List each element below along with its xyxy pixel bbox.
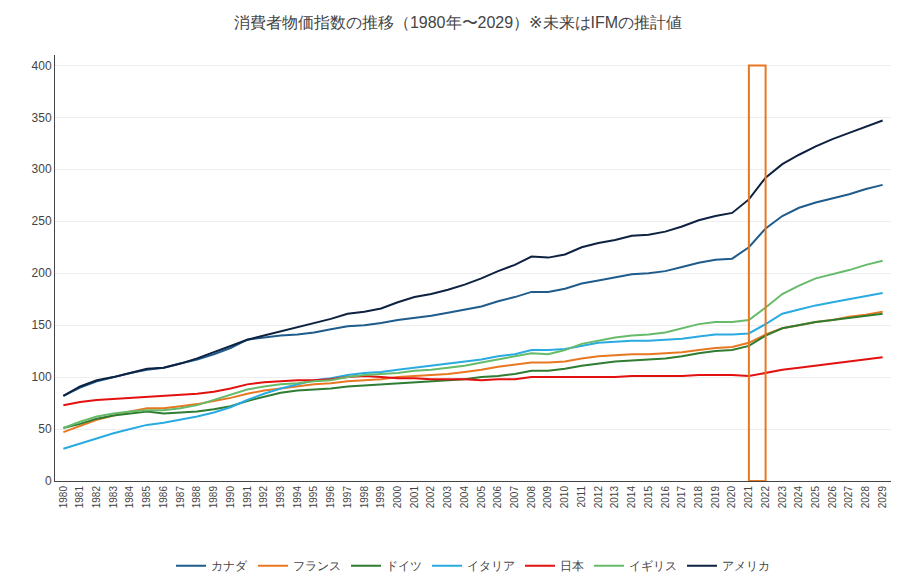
svg-text:400: 400 [32, 59, 52, 73]
svg-text:2001: 2001 [409, 486, 420, 509]
svg-text:2009: 2009 [542, 486, 553, 509]
svg-text:2029: 2029 [877, 486, 888, 509]
svg-text:2015: 2015 [643, 486, 654, 509]
svg-text:2024: 2024 [793, 486, 804, 509]
svg-text:1991: 1991 [242, 486, 253, 509]
svg-text:1983: 1983 [108, 486, 119, 509]
svg-text:2008: 2008 [526, 486, 537, 509]
svg-text:0: 0 [45, 474, 52, 488]
svg-text:200: 200 [32, 266, 52, 280]
svg-text:1996: 1996 [325, 486, 336, 509]
svg-text:50: 50 [38, 422, 52, 436]
svg-text:2004: 2004 [459, 486, 470, 509]
svg-text:2010: 2010 [559, 486, 570, 509]
svg-text:アメリカ: アメリカ [722, 559, 770, 573]
svg-text:2020: 2020 [726, 486, 737, 509]
svg-text:2028: 2028 [860, 486, 871, 509]
svg-text:2016: 2016 [660, 486, 671, 509]
svg-text:日本: 日本 [560, 559, 584, 573]
svg-text:100: 100 [32, 370, 52, 384]
svg-text:フランス: フランス [293, 559, 341, 573]
svg-text:2005: 2005 [476, 486, 487, 509]
svg-text:2002: 2002 [425, 486, 436, 509]
svg-text:2014: 2014 [626, 486, 637, 509]
svg-text:1988: 1988 [191, 486, 202, 509]
svg-text:2023: 2023 [777, 486, 788, 509]
svg-text:1992: 1992 [258, 486, 269, 509]
svg-text:1984: 1984 [124, 486, 135, 509]
svg-text:1980: 1980 [58, 486, 69, 509]
svg-text:1982: 1982 [91, 486, 102, 509]
svg-text:1995: 1995 [308, 486, 319, 509]
svg-text:2021: 2021 [743, 486, 754, 509]
svg-text:2018: 2018 [693, 486, 704, 509]
svg-text:1981: 1981 [74, 486, 85, 509]
svg-text:カナダ: カナダ [211, 559, 248, 573]
svg-text:1997: 1997 [342, 486, 353, 509]
svg-text:2025: 2025 [810, 486, 821, 509]
svg-text:2000: 2000 [392, 486, 403, 509]
svg-text:2017: 2017 [676, 486, 687, 509]
svg-text:1990: 1990 [225, 486, 236, 509]
svg-text:1999: 1999 [375, 486, 386, 509]
svg-text:2027: 2027 [843, 486, 854, 509]
svg-text:1985: 1985 [141, 486, 152, 509]
svg-text:1987: 1987 [175, 486, 186, 509]
svg-text:イタリア: イタリア [467, 559, 515, 573]
svg-text:150: 150 [32, 318, 52, 332]
svg-text:ドイツ: ドイツ [386, 559, 422, 573]
svg-text:2013: 2013 [609, 486, 620, 509]
svg-text:2003: 2003 [442, 486, 453, 509]
svg-text:イギリス: イギリス [629, 559, 677, 573]
svg-text:2022: 2022 [760, 486, 771, 509]
svg-text:2019: 2019 [710, 486, 721, 509]
svg-text:1998: 1998 [359, 486, 370, 509]
svg-text:2007: 2007 [509, 486, 520, 509]
svg-text:1993: 1993 [275, 486, 286, 509]
svg-text:消費者物価指数の推移（1980年〜2029）※未来はIFMの: 消費者物価指数の推移（1980年〜2029）※未来はIFMの推計値 [234, 14, 682, 31]
svg-text:2026: 2026 [827, 486, 838, 509]
svg-text:350: 350 [32, 111, 52, 125]
svg-text:2006: 2006 [492, 486, 503, 509]
svg-text:1986: 1986 [158, 486, 169, 509]
svg-text:1989: 1989 [208, 486, 219, 509]
svg-text:300: 300 [32, 162, 52, 176]
svg-text:2012: 2012 [593, 486, 604, 509]
svg-text:250: 250 [32, 214, 52, 228]
svg-text:2011: 2011 [576, 486, 587, 508]
svg-text:1994: 1994 [292, 486, 303, 509]
